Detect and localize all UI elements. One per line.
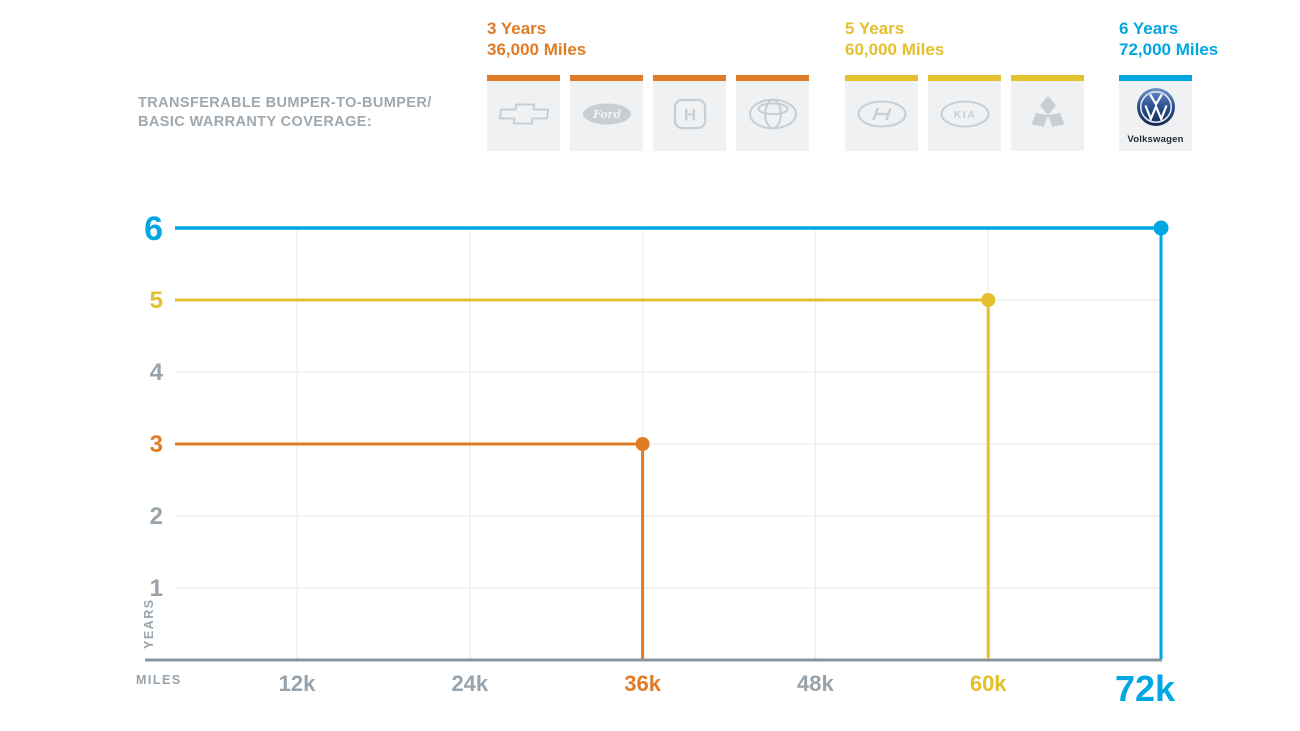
brand-tile-hyundai xyxy=(845,75,918,151)
group-miles-label: 36,000 Miles xyxy=(487,40,587,59)
group-label-5yr: 5 Years 60,000 Miles xyxy=(845,18,944,60)
tile-accent-bar xyxy=(570,75,643,81)
tile-accent-bar xyxy=(487,75,560,81)
group-miles-label: 60,000 Miles xyxy=(845,40,945,59)
tile-body xyxy=(1011,81,1084,151)
svg-text:KIA: KIA xyxy=(953,109,976,121)
chevrolet-logo-icon xyxy=(498,102,550,131)
brand-tile-mitsubishi xyxy=(1011,75,1084,151)
tile-accent-bar xyxy=(1011,75,1084,81)
honda-logo-icon: H xyxy=(672,98,708,135)
group-years-label: 3 Years xyxy=(487,19,547,38)
brand-tile-toyota xyxy=(736,75,809,151)
tile-body: Volkswagen xyxy=(1119,81,1192,151)
y-tick-label-1: 1 xyxy=(150,575,163,602)
svg-text:Ford: Ford xyxy=(591,108,620,121)
svg-text:H: H xyxy=(683,105,695,124)
tile-body: H xyxy=(653,81,726,151)
y-tick-label-2: 2 xyxy=(150,503,163,530)
brand-tile-ford: Ford xyxy=(570,75,643,151)
warranty-point-5yr xyxy=(981,293,996,307)
x-tick-label-12k: 12k xyxy=(279,671,316,696)
y-tick-label-4: 4 xyxy=(150,359,164,386)
group-miles-label: 72,000 Miles xyxy=(1119,40,1219,59)
group-years-label: 6 Years xyxy=(1119,19,1179,38)
x-axis-title: MILES xyxy=(136,673,182,687)
chart-title-line2: BASIC WARRANTY COVERAGE: xyxy=(138,114,373,130)
group-years-label: 5 Years xyxy=(845,19,905,38)
warranty-point-3yr xyxy=(635,437,650,451)
mitsubishi-logo-icon xyxy=(1026,94,1070,139)
hyundai-logo-icon xyxy=(856,100,908,133)
brand-tile-honda: H xyxy=(653,75,726,151)
kia-logo-icon: KIA xyxy=(939,100,991,133)
tile-accent-bar xyxy=(845,75,918,81)
tile-accent-bar xyxy=(1119,75,1192,81)
x-tick-label-24k: 24k xyxy=(451,671,488,696)
volkswagen-wordmark: Volkswagen xyxy=(1127,134,1184,145)
y-tick-label-3: 3 xyxy=(150,431,163,458)
y-tick-label-5: 5 xyxy=(150,287,163,314)
y-tick-label-6: 6 xyxy=(144,210,163,248)
volkswagen-logo-icon xyxy=(1136,87,1176,132)
tile-body xyxy=(845,81,918,151)
ford-logo-icon: Ford xyxy=(581,102,633,131)
tile-accent-bar xyxy=(736,75,809,81)
tile-body: KIA xyxy=(928,81,1001,151)
x-tick-label-48k: 48k xyxy=(797,671,834,696)
tile-body: Ford xyxy=(570,81,643,151)
x-tick-label-72k: 72k xyxy=(1115,668,1176,709)
brand-tile-chevrolet xyxy=(487,75,560,151)
chart-title: TRANSFERABLE BUMPER-TO-BUMPER/ BASIC WAR… xyxy=(138,94,432,132)
group-label-6yr: 6 Years 72,000 Miles xyxy=(1119,18,1218,60)
toyota-logo-icon xyxy=(747,98,799,135)
y-axis-title: YEARS xyxy=(142,598,156,649)
x-tick-label-36k: 36k xyxy=(624,671,661,696)
warranty-point-6yr xyxy=(1153,220,1169,236)
chart-title-line1: TRANSFERABLE BUMPER-TO-BUMPER/ xyxy=(138,95,432,111)
tile-accent-bar xyxy=(653,75,726,81)
tile-accent-bar xyxy=(928,75,1001,81)
tile-body xyxy=(487,81,560,151)
group-label-3yr: 3 Years 36,000 Miles xyxy=(487,18,586,60)
tile-body xyxy=(736,81,809,151)
x-tick-label-60k: 60k xyxy=(970,671,1007,696)
brand-tile-kia: KIA xyxy=(928,75,1001,151)
brand-tile-volkswagen: Volkswagen xyxy=(1119,75,1192,151)
